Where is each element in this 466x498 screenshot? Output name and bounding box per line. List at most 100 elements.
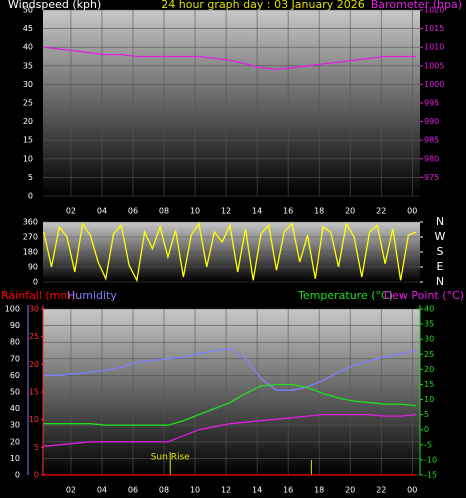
y2-tick-label: 1005 [424, 61, 444, 70]
y2-tick-label: 975 [424, 173, 439, 182]
series-line [43, 46, 417, 71]
x-tick-label: 18 [314, 486, 324, 495]
y-tick-label: 20 [23, 117, 33, 126]
x-tick-label: 06 [128, 207, 138, 216]
y-tick-label: 50 [10, 388, 20, 397]
y2-tick-label: -15 [424, 471, 437, 480]
y-tick-label: 0 [33, 278, 38, 287]
x-tick-label: 10 [190, 486, 200, 495]
x-tick-label: 04 [97, 207, 107, 216]
x-tick-label: 08 [159, 486, 169, 495]
y-tick-label: 180 [23, 248, 38, 257]
x-tick-label: 12 [221, 207, 231, 216]
y2-tick-label: 15 [424, 380, 434, 389]
x-tick-label: 02 [66, 207, 76, 216]
y2-tick-label: 30 [424, 335, 434, 344]
y2-tick-label: 995 [424, 99, 439, 108]
y3-tick-label: 30 [29, 305, 39, 314]
x-tick-label: 12 [221, 486, 231, 495]
y2-tick-label: 10 [424, 395, 434, 404]
y2-tick-label: -10 [424, 455, 437, 464]
y2-tick-label: 990 [424, 117, 439, 126]
x-tick-label: 10 [190, 207, 200, 216]
y3-tick-label: 25 [29, 332, 39, 341]
y2-tick-label: 0 [424, 425, 429, 434]
y-tick-label: 270 [23, 233, 38, 242]
y-tick-label: 0 [15, 471, 20, 480]
legend-entry: Dew Point (°C) [384, 289, 464, 302]
x-tick-label: 22 [376, 207, 386, 216]
y-tick-label: 20 [10, 437, 20, 446]
y-axis-label: Windspeed (kph) [8, 0, 101, 11]
y-tick-label: 5 [28, 173, 33, 182]
y3-tick-label: 10 [29, 415, 39, 424]
y2-tick-label: -5 [424, 440, 432, 449]
y-tick-label: 25 [23, 99, 33, 108]
y2-tick-label: 35 [424, 320, 434, 329]
y2-tick-label: 1020 [424, 6, 444, 15]
y2-tick-label: E [437, 260, 444, 273]
y2-tick-label: 1010 [424, 43, 444, 52]
y-tick-label: 0 [28, 192, 33, 201]
y2-tick-label: 25 [424, 350, 434, 359]
y-tick-label: 35 [23, 61, 33, 70]
series-line [43, 348, 417, 391]
y-tick-label: 45 [23, 24, 33, 33]
y2-tick-label: 1015 [424, 24, 444, 33]
x-tick-label: 18 [314, 207, 324, 216]
y-tick-label: 90 [28, 263, 38, 272]
y2-tick-label: W [435, 230, 446, 243]
y-tick-label: 90 [10, 321, 20, 330]
x-tick-label: 00 [407, 207, 417, 216]
y2-axis-label: Barometer (hpa) [371, 0, 462, 11]
chart-title: 24 hour graph day : 03 January 2026 [161, 0, 365, 11]
y2-tick-label: S [437, 245, 444, 258]
y-tick-label: 30 [23, 80, 33, 89]
y2-tick-label: N [436, 215, 444, 228]
x-tick-label: 14 [252, 207, 262, 216]
legend-entry: Rainfall (mm) [1, 289, 75, 302]
series-line [43, 413, 417, 447]
legend-entry: Temperature (°C) [297, 289, 393, 302]
y2-tick-label: 985 [424, 136, 439, 145]
x-tick-label: 16 [283, 486, 293, 495]
y-tick-label: 70 [10, 354, 20, 363]
y3-tick-label: 15 [29, 388, 39, 397]
y-tick-label: 40 [23, 43, 33, 52]
x-tick-label: 14 [252, 486, 262, 495]
y-tick-label: 10 [10, 454, 20, 463]
x-tick-label: 06 [128, 486, 138, 495]
y-tick-label: 360 [23, 218, 38, 227]
series-line [43, 383, 417, 426]
x-tick-label: 04 [97, 486, 107, 495]
x-tick-label: 20 [345, 486, 355, 495]
y-tick-label: 10 [23, 154, 33, 163]
y2-tick-label: 1000 [424, 80, 444, 89]
x-tick-label: 20 [345, 207, 355, 216]
x-tick-label: 22 [376, 486, 386, 495]
y-tick-label: 40 [10, 404, 20, 413]
x-tick-label: 02 [66, 486, 76, 495]
y-tick-label: 50 [23, 6, 33, 15]
series-line [43, 221, 417, 283]
x-tick-label: 00 [407, 486, 417, 495]
y2-tick-label: 40 [424, 305, 434, 314]
y-tick-label: 60 [10, 371, 20, 380]
y3-tick-label: 5 [34, 443, 39, 452]
x-tick-label: 08 [159, 207, 169, 216]
y-tick-label: 80 [10, 338, 20, 347]
y-tick-label: 30 [10, 421, 20, 430]
y2-tick-label: 980 [424, 154, 439, 163]
annotation: Sun Rise [151, 453, 190, 463]
y2-tick-label: 20 [424, 365, 434, 374]
y2-tick-label: 5 [424, 410, 429, 419]
y-tick-label: 15 [23, 136, 33, 145]
y2-tick-label: N [436, 275, 444, 288]
y3-tick-label: 0 [34, 471, 39, 480]
x-tick-label: 16 [283, 207, 293, 216]
y3-tick-label: 20 [29, 360, 39, 369]
legend-entry: Humidity [67, 289, 117, 302]
y-tick-label: 100 [5, 305, 20, 314]
